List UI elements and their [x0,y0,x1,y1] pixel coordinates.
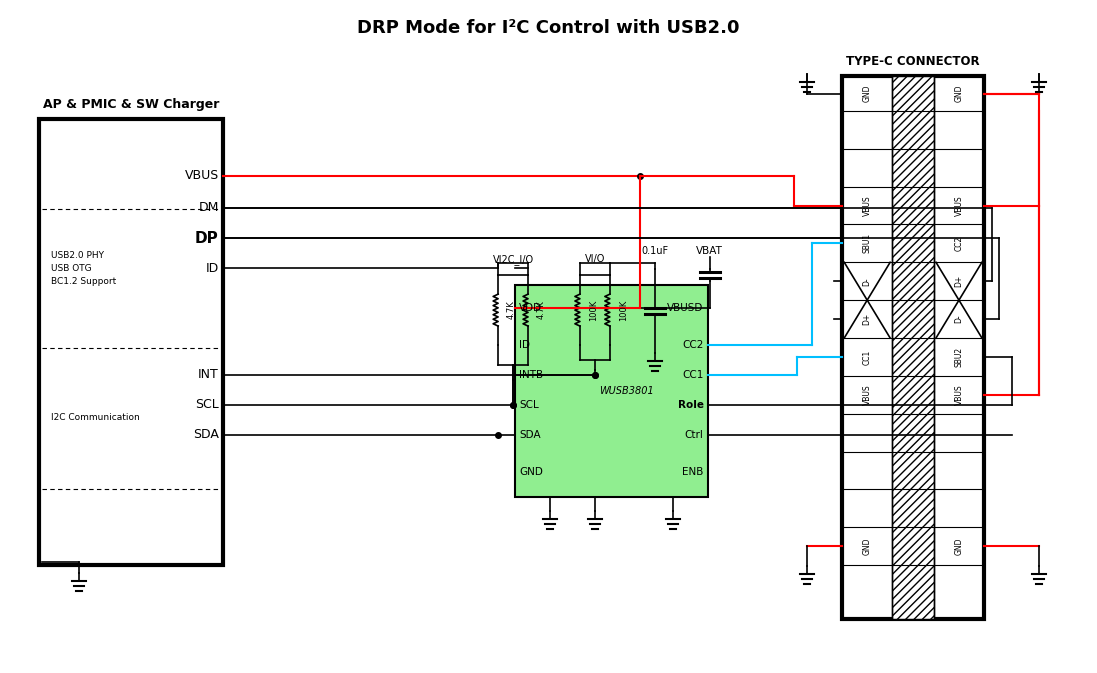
Text: GND: GND [954,537,963,555]
Text: 4.7K: 4.7K [507,301,516,320]
FancyBboxPatch shape [516,285,708,497]
Text: CC1: CC1 [682,370,703,380]
Text: SDA: SDA [193,428,218,441]
Text: ID: ID [519,340,530,350]
Text: ENB: ENB [682,468,703,477]
Text: GND: GND [862,85,872,102]
Text: CC1: CC1 [862,349,872,365]
Text: DRP Mode for I²C Control with USB2.0: DRP Mode for I²C Control with USB2.0 [357,20,739,37]
Text: TYPE-C CONNECTOR: TYPE-C CONNECTOR [846,55,980,68]
Text: INT: INT [199,368,218,382]
Text: ID: ID [205,262,218,275]
Text: D-: D- [954,315,963,324]
Text: D+: D+ [954,275,963,287]
Text: DM: DM [199,201,218,214]
Text: SBU2: SBU2 [954,347,963,367]
Text: VBUS: VBUS [184,169,218,182]
Text: VBUSD: VBUSD [667,303,703,313]
Text: Ctrl: Ctrl [685,429,703,439]
Text: D+: D+ [862,313,872,325]
Text: SCL: SCL [519,400,539,410]
Text: SBU1: SBU1 [862,234,872,254]
Text: 100K: 100K [589,299,598,321]
FancyBboxPatch shape [892,76,934,619]
Text: VBUS: VBUS [954,195,963,216]
Text: I2C Communication: I2C Communication [52,413,140,422]
Text: VBUS: VBUS [954,384,963,405]
Text: GND: GND [862,537,872,555]
Text: 100K: 100K [619,299,627,321]
Text: VBAT: VBAT [697,246,723,256]
Text: Role: Role [678,400,703,410]
Text: VBUS: VBUS [862,195,872,216]
Text: VI2C_I/O: VI2C_I/O [493,254,533,264]
Text: GND: GND [519,468,543,477]
Text: SDA: SDA [519,429,541,439]
Text: VBUS: VBUS [862,384,872,405]
Text: 4.7K: 4.7K [538,301,546,320]
Text: CC2: CC2 [954,236,963,251]
Text: SCL: SCL [195,398,218,411]
Text: WUSB3801: WUSB3801 [599,386,654,396]
Text: DP: DP [195,231,218,246]
Text: CC2: CC2 [682,340,703,350]
Text: INTB: INTB [519,370,543,380]
Text: USB2.0 PHY
USB OTG
BC1.2 Support: USB2.0 PHY USB OTG BC1.2 Support [52,250,116,286]
Text: 0.1uF: 0.1uF [641,246,668,256]
Text: VI/O: VI/O [585,254,606,264]
Text: AP & PMIC & SW Charger: AP & PMIC & SW Charger [43,98,219,111]
Text: GND: GND [954,85,963,102]
Text: VDD: VDD [519,303,542,313]
Text: D-: D- [862,277,872,285]
